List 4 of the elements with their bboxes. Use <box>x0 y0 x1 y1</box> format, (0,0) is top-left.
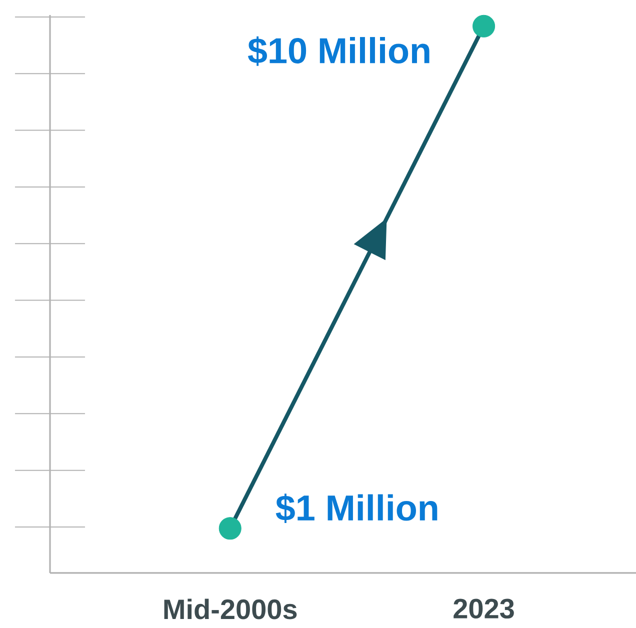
x-tick-label: Mid-2000s <box>164 598 297 620</box>
data-label: $10 Million <box>248 36 430 66</box>
data-label: $1 Million <box>276 494 438 524</box>
x-tick-label: 2023 <box>454 598 514 619</box>
